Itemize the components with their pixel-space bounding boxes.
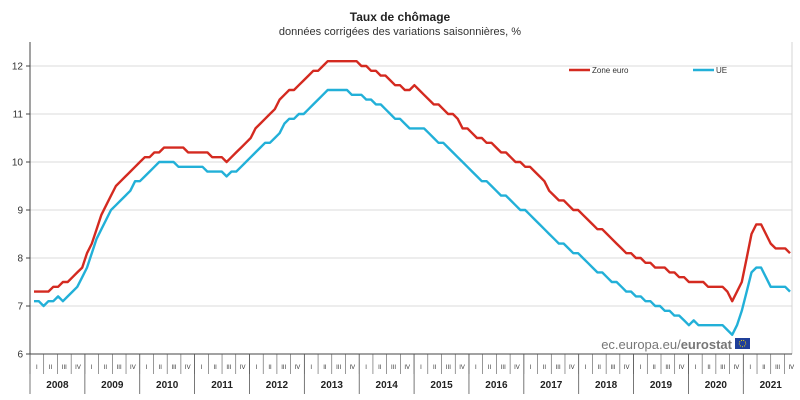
year-label-2014: 2014 — [376, 380, 399, 391]
quarter-label: IV — [185, 365, 191, 371]
series-line-ue — [34, 88, 791, 336]
quarter-label: IV — [404, 365, 410, 371]
quarter-label: I — [365, 365, 367, 371]
quarter-label: I — [530, 365, 532, 371]
quarter-label: II — [214, 365, 218, 371]
quarter-label: I — [91, 365, 93, 371]
y-tick-label-8: 8 — [17, 254, 23, 265]
legend-label-ue: UE — [716, 66, 727, 75]
year-label-2012: 2012 — [266, 380, 289, 391]
source-prefix: ec.europa.eu/ — [601, 337, 681, 352]
quarter-label: III — [720, 365, 725, 371]
year-label-2020: 2020 — [705, 380, 728, 391]
quarter-label: III — [281, 365, 286, 371]
source-brand: eurostat — [681, 337, 733, 352]
year-label-2017: 2017 — [540, 380, 563, 391]
quarter-label: II — [49, 365, 53, 371]
y-axis: 6 7 8 9 10 11 12 — [12, 42, 31, 361]
quarter-label: II — [378, 365, 382, 371]
quarter-label: I — [256, 365, 258, 371]
quarter-label: IV — [679, 365, 685, 371]
series-lines — [34, 60, 791, 336]
y-tick-label-11: 11 — [13, 110, 24, 121]
quarter-label: IV — [514, 365, 520, 371]
quarter-label: III — [665, 365, 670, 371]
quarter-label: I — [640, 365, 642, 371]
y-tick-label-6: 6 — [17, 350, 23, 361]
quarter-label: III — [501, 365, 506, 371]
quarter-label: I — [36, 365, 38, 371]
quarter-label: IV — [624, 365, 630, 371]
quarter-label: IV — [569, 365, 575, 371]
quarter-label: II — [762, 365, 766, 371]
year-label-2018: 2018 — [595, 380, 618, 391]
quarter-label: IV — [788, 365, 794, 371]
quarter-label: II — [159, 365, 163, 371]
quarter-label: III — [391, 365, 396, 371]
quarter-label: II — [707, 365, 711, 371]
year-label-2021: 2021 — [760, 380, 783, 391]
year-label-2015: 2015 — [430, 380, 453, 391]
quarter-label: II — [652, 365, 656, 371]
quarter-label: III — [775, 365, 780, 371]
quarter-label: III — [336, 365, 341, 371]
quarter-label: I — [201, 365, 203, 371]
quarter-label: II — [268, 365, 272, 371]
year-label-2010: 2010 — [156, 380, 179, 391]
quarter-label: I — [749, 365, 751, 371]
year-label-2008: 2008 — [46, 380, 69, 391]
quarter-label: IV — [240, 365, 246, 371]
quarter-label: IV — [459, 365, 465, 371]
quarter-label: III — [446, 365, 451, 371]
grid — [30, 42, 793, 354]
legend-label-zone-euro: Zone euro — [592, 66, 629, 75]
quarter-label: II — [323, 365, 327, 371]
quarter-label: I — [310, 365, 312, 371]
eu-flag-icon — [735, 338, 750, 349]
quarter-label: IV — [734, 365, 740, 371]
y-tick-label-10: 10 — [12, 158, 24, 169]
quarter-label: IV — [75, 365, 81, 371]
quarter-label: II — [433, 365, 437, 371]
year-label-2019: 2019 — [650, 380, 673, 391]
quarter-label: III — [62, 365, 67, 371]
quarter-label: II — [488, 365, 492, 371]
source-label: ec.europa.eu/eurostat — [601, 337, 732, 352]
y-tick-label-7: 7 — [17, 302, 23, 313]
year-label-2013: 2013 — [321, 380, 344, 391]
quarter-label: III — [172, 365, 177, 371]
quarter-label: I — [475, 365, 477, 371]
quarter-label: IV — [350, 365, 356, 371]
quarter-label: III — [610, 365, 615, 371]
quarter-label: III — [556, 365, 561, 371]
quarter-label: II — [543, 365, 547, 371]
quarter-label: I — [146, 365, 148, 371]
series-line-zone-euro — [34, 60, 791, 303]
quarter-label: III — [117, 365, 122, 371]
quarter-label: IV — [295, 365, 301, 371]
quarter-label: I — [420, 365, 422, 371]
quarter-label: IV — [130, 365, 136, 371]
y-tick-label-9: 9 — [17, 206, 23, 217]
quarter-label: II — [104, 365, 108, 371]
year-label-2011: 2011 — [211, 380, 233, 391]
chart-subtitle: données corrigées des variations saisonn… — [279, 26, 521, 38]
quarter-label: I — [694, 365, 696, 371]
year-label-2009: 2009 — [101, 380, 124, 391]
chart-title: Taux de chômage — [350, 10, 451, 24]
quarter-label: II — [598, 365, 602, 371]
quarter-label: III — [226, 365, 231, 371]
legend: Zone euro UE — [569, 66, 727, 75]
y-tick-label-12: 12 — [12, 62, 24, 73]
quarter-label: I — [585, 365, 587, 371]
year-label-2016: 2016 — [485, 380, 508, 391]
